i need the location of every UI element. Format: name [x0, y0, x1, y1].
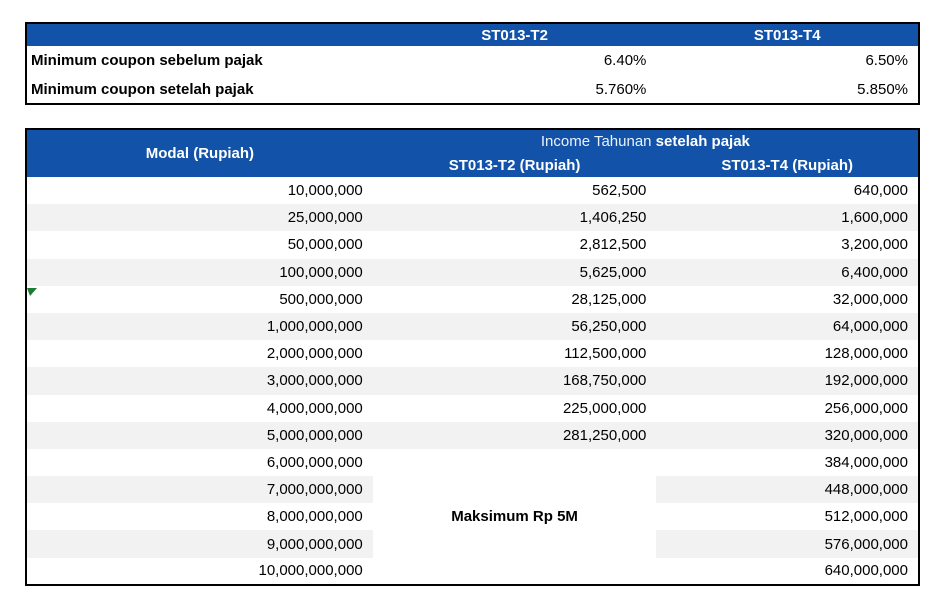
income-row: 25,000,000 1,406,250 1,600,000	[26, 204, 919, 232]
income-t2-cell: 225,000,000	[372, 394, 657, 422]
coupon-header-blank	[26, 23, 373, 46]
income-header-row-1: Modal (Rupiah) Income Tahunan setelah pa…	[26, 129, 919, 177]
income-row: 100,000,000 5,625,000 6,400,000	[26, 258, 919, 286]
income-t2-cell: 1,406,250	[372, 204, 657, 232]
income-row: 10,000,000,000 640,000,000	[26, 557, 919, 585]
coupon-header-st013-t4: ST013-T4	[656, 23, 919, 46]
income-t4-cell: 512,000,000	[656, 503, 919, 531]
modal-cell: 25,000,000	[26, 204, 373, 232]
income-t2-cell: 5,625,000	[372, 258, 657, 286]
modal-cell: 2,000,000,000	[26, 340, 373, 368]
income-t4-cell: 32,000,000	[656, 285, 919, 313]
income-row: 4,000,000,000 225,000,000 256,000,000	[26, 394, 919, 422]
income-t2-cell: 562,500	[372, 177, 657, 205]
income-t2-cell: 56,250,000	[372, 312, 657, 341]
income-col-header-st013-t2: ST013-T2 (Rupiah)	[372, 153, 657, 177]
income-header-row-2: ST013-T2 (Rupiah) ST013-T4 (Rupiah)	[26, 153, 919, 177]
income-t2-cell: 281,250,000	[372, 421, 657, 449]
modal-cell: 1,000,000,000	[26, 312, 373, 341]
income-t4-cell: 64,000,000	[656, 312, 919, 341]
coupon-label-before-tax: Minimum coupon sebelum pajak	[26, 46, 373, 75]
modal-cell: 7,000,000,000	[26, 476, 373, 504]
income-t2-cell: 28,125,000	[372, 285, 657, 313]
modal-cell: 9,000,000,000	[26, 530, 373, 558]
modal-cell: 100,000,000	[26, 258, 373, 286]
coupon-t2-after-tax: 5.760%	[372, 75, 657, 104]
income-row: 50,000,000 2,812,500 3,200,000	[26, 231, 919, 259]
income-t4-cell: 192,000,000	[656, 367, 919, 395]
income-t4-cell: 3,200,000	[656, 231, 919, 259]
coupon-t2-before-tax: 6.40%	[372, 46, 657, 75]
income-t4-cell: 128,000,000	[656, 340, 919, 368]
modal-cell: 5,000,000,000	[26, 421, 373, 449]
modal-cell: 500,000,000	[26, 285, 373, 313]
income-t4-cell: 320,000,000	[656, 421, 919, 449]
modal-cell: 50,000,000	[26, 231, 373, 259]
income-row: 6,000,000,000 Maksimum Rp 5M 384,000,000	[26, 448, 919, 585]
income-table: Modal (Rupiah) Income Tahunan setelah pa…	[25, 128, 920, 586]
modal-cell: 10,000,000	[26, 177, 373, 205]
income-col-header-st013-t4: ST013-T4 (Rupiah)	[656, 153, 919, 177]
comment-indicator-icon	[27, 288, 37, 296]
income-row: 8,000,000,000 512,000,000	[26, 503, 919, 531]
income-t4-cell: 448,000,000	[656, 476, 919, 504]
modal-cell: 3,000,000,000	[26, 367, 373, 395]
coupon-t4-before-tax: 6.50%	[656, 46, 919, 75]
income-row: 1,000,000,000 56,250,000 64,000,000	[26, 312, 919, 341]
income-row: 5,000,000,000 281,250,000 320,000,000	[26, 421, 919, 449]
income-t4-cell: 640,000	[656, 177, 919, 205]
modal-cell: 8,000,000,000	[26, 503, 373, 531]
income-row: 3,000,000,000 168,750,000 192,000,000	[26, 367, 919, 395]
income-t2-cell: 112,500,000	[372, 340, 657, 368]
income-t2-cell: 168,750,000	[372, 367, 657, 395]
coupon-table: ST013-T2 ST013-T4 Minimum coupon sebelum…	[25, 22, 920, 105]
modal-cell: 4,000,000,000	[26, 394, 373, 422]
coupon-label-after-tax: Minimum coupon setelah pajak	[26, 75, 373, 104]
coupon-row-after-tax: Minimum coupon setelah pajak 5.760% 5.85…	[26, 75, 919, 104]
income-t2-cell: 2,812,500	[372, 231, 657, 259]
coupon-row-before-tax: Minimum coupon sebelum pajak 6.40% 6.50%	[26, 46, 919, 75]
income-group-header-bold: setelah pajak	[655, 133, 750, 150]
income-t4-cell: 6,400,000	[656, 258, 919, 286]
income-t4-cell: 1,600,000	[656, 204, 919, 232]
income-t4-cell: 640,000,000	[656, 557, 919, 585]
modal-column-header: Modal (Rupiah)	[26, 129, 373, 177]
coupon-t4-after-tax: 5.850%	[656, 75, 919, 104]
coupon-header-row: ST013-T2 ST013-T4	[26, 23, 919, 46]
income-row: 500,000,000 28,125,000 32,000,000	[26, 285, 919, 313]
income-group-header-prefix: Income Tahunan	[540, 133, 656, 150]
income-row: 9,000,000,000 576,000,000	[26, 530, 919, 558]
income-t4-cell: 384,000,000	[656, 448, 919, 477]
income-row: 10,000,000 562,500 640,000	[26, 177, 919, 205]
coupon-header-st013-t2: ST013-T2	[372, 23, 657, 46]
income-t4-cell: 256,000,000	[656, 394, 919, 422]
maksimum-note-cell: Maksimum Rp 5M	[372, 448, 657, 585]
income-row: 2,000,000,000 112,500,000 128,000,000	[26, 340, 919, 368]
modal-cell: 6,000,000,000	[26, 448, 373, 477]
income-row: 7,000,000,000 448,000,000	[26, 476, 919, 504]
income-group-header: Income Tahunan setelah pajak	[372, 129, 919, 153]
income-t4-cell: 576,000,000	[656, 530, 919, 558]
modal-cell: 10,000,000,000	[26, 557, 373, 585]
